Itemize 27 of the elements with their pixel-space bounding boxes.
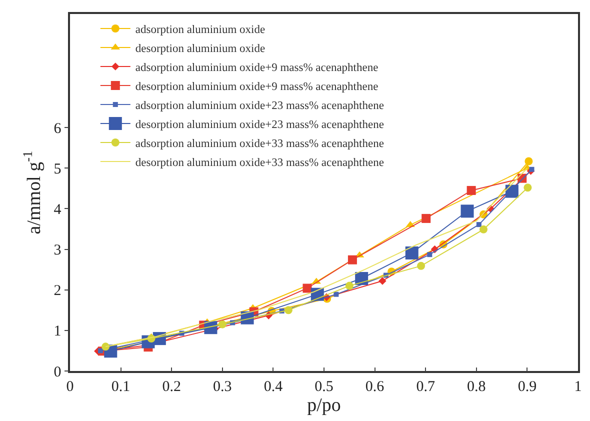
x-tick-label: 0 [66,378,74,395]
y-tick-label: 6 [54,120,62,137]
legend-label: adsorption aluminium oxide+9 mass% acenaphthene [135,62,378,74]
legend-label: adsorption aluminium oxide [135,24,266,36]
y-tick-label: 2 [54,283,62,300]
x-tick-label: 1 [574,378,582,395]
x-tick-label: 0.1 [111,378,130,395]
y-tick-label: 5 [54,161,62,178]
y-tick-label: 1 [54,324,62,340]
legend-label: desorption aluminium oxide+23 mass% acenaphthene [135,118,384,131]
x-tick-label: 0.6 [365,378,385,395]
x-tick-label: 0.5 [314,378,334,395]
x-axis-title: p/po [307,395,341,416]
y-tick-label: 3 [54,242,62,259]
x-tick-label: 0.3 [213,378,232,395]
legend-label: adsorption aluminium oxide+23 mass% acenaphthene [135,100,384,112]
legend-label: desorption aluminium oxide+9 mass% acenaphthene [135,80,378,93]
x-tick-label: 0.7 [416,378,436,395]
x-tick-label: 0.2 [162,378,181,395]
x-tick-label: 0.4 [264,378,284,395]
y-tick-label: 4 [54,202,62,218]
x-tick-label: 0.9 [518,378,537,395]
x-tick-label: 0.8 [467,378,486,395]
y-tick-label: 0 [54,364,62,380]
legend-label: desorption aluminium oxide+33 mass% acenaphthene [135,156,384,169]
legend-label: adsorption aluminium oxide+33 mass% acenaphthene [135,138,384,150]
legend-label: desorption aluminium oxide [135,42,266,55]
